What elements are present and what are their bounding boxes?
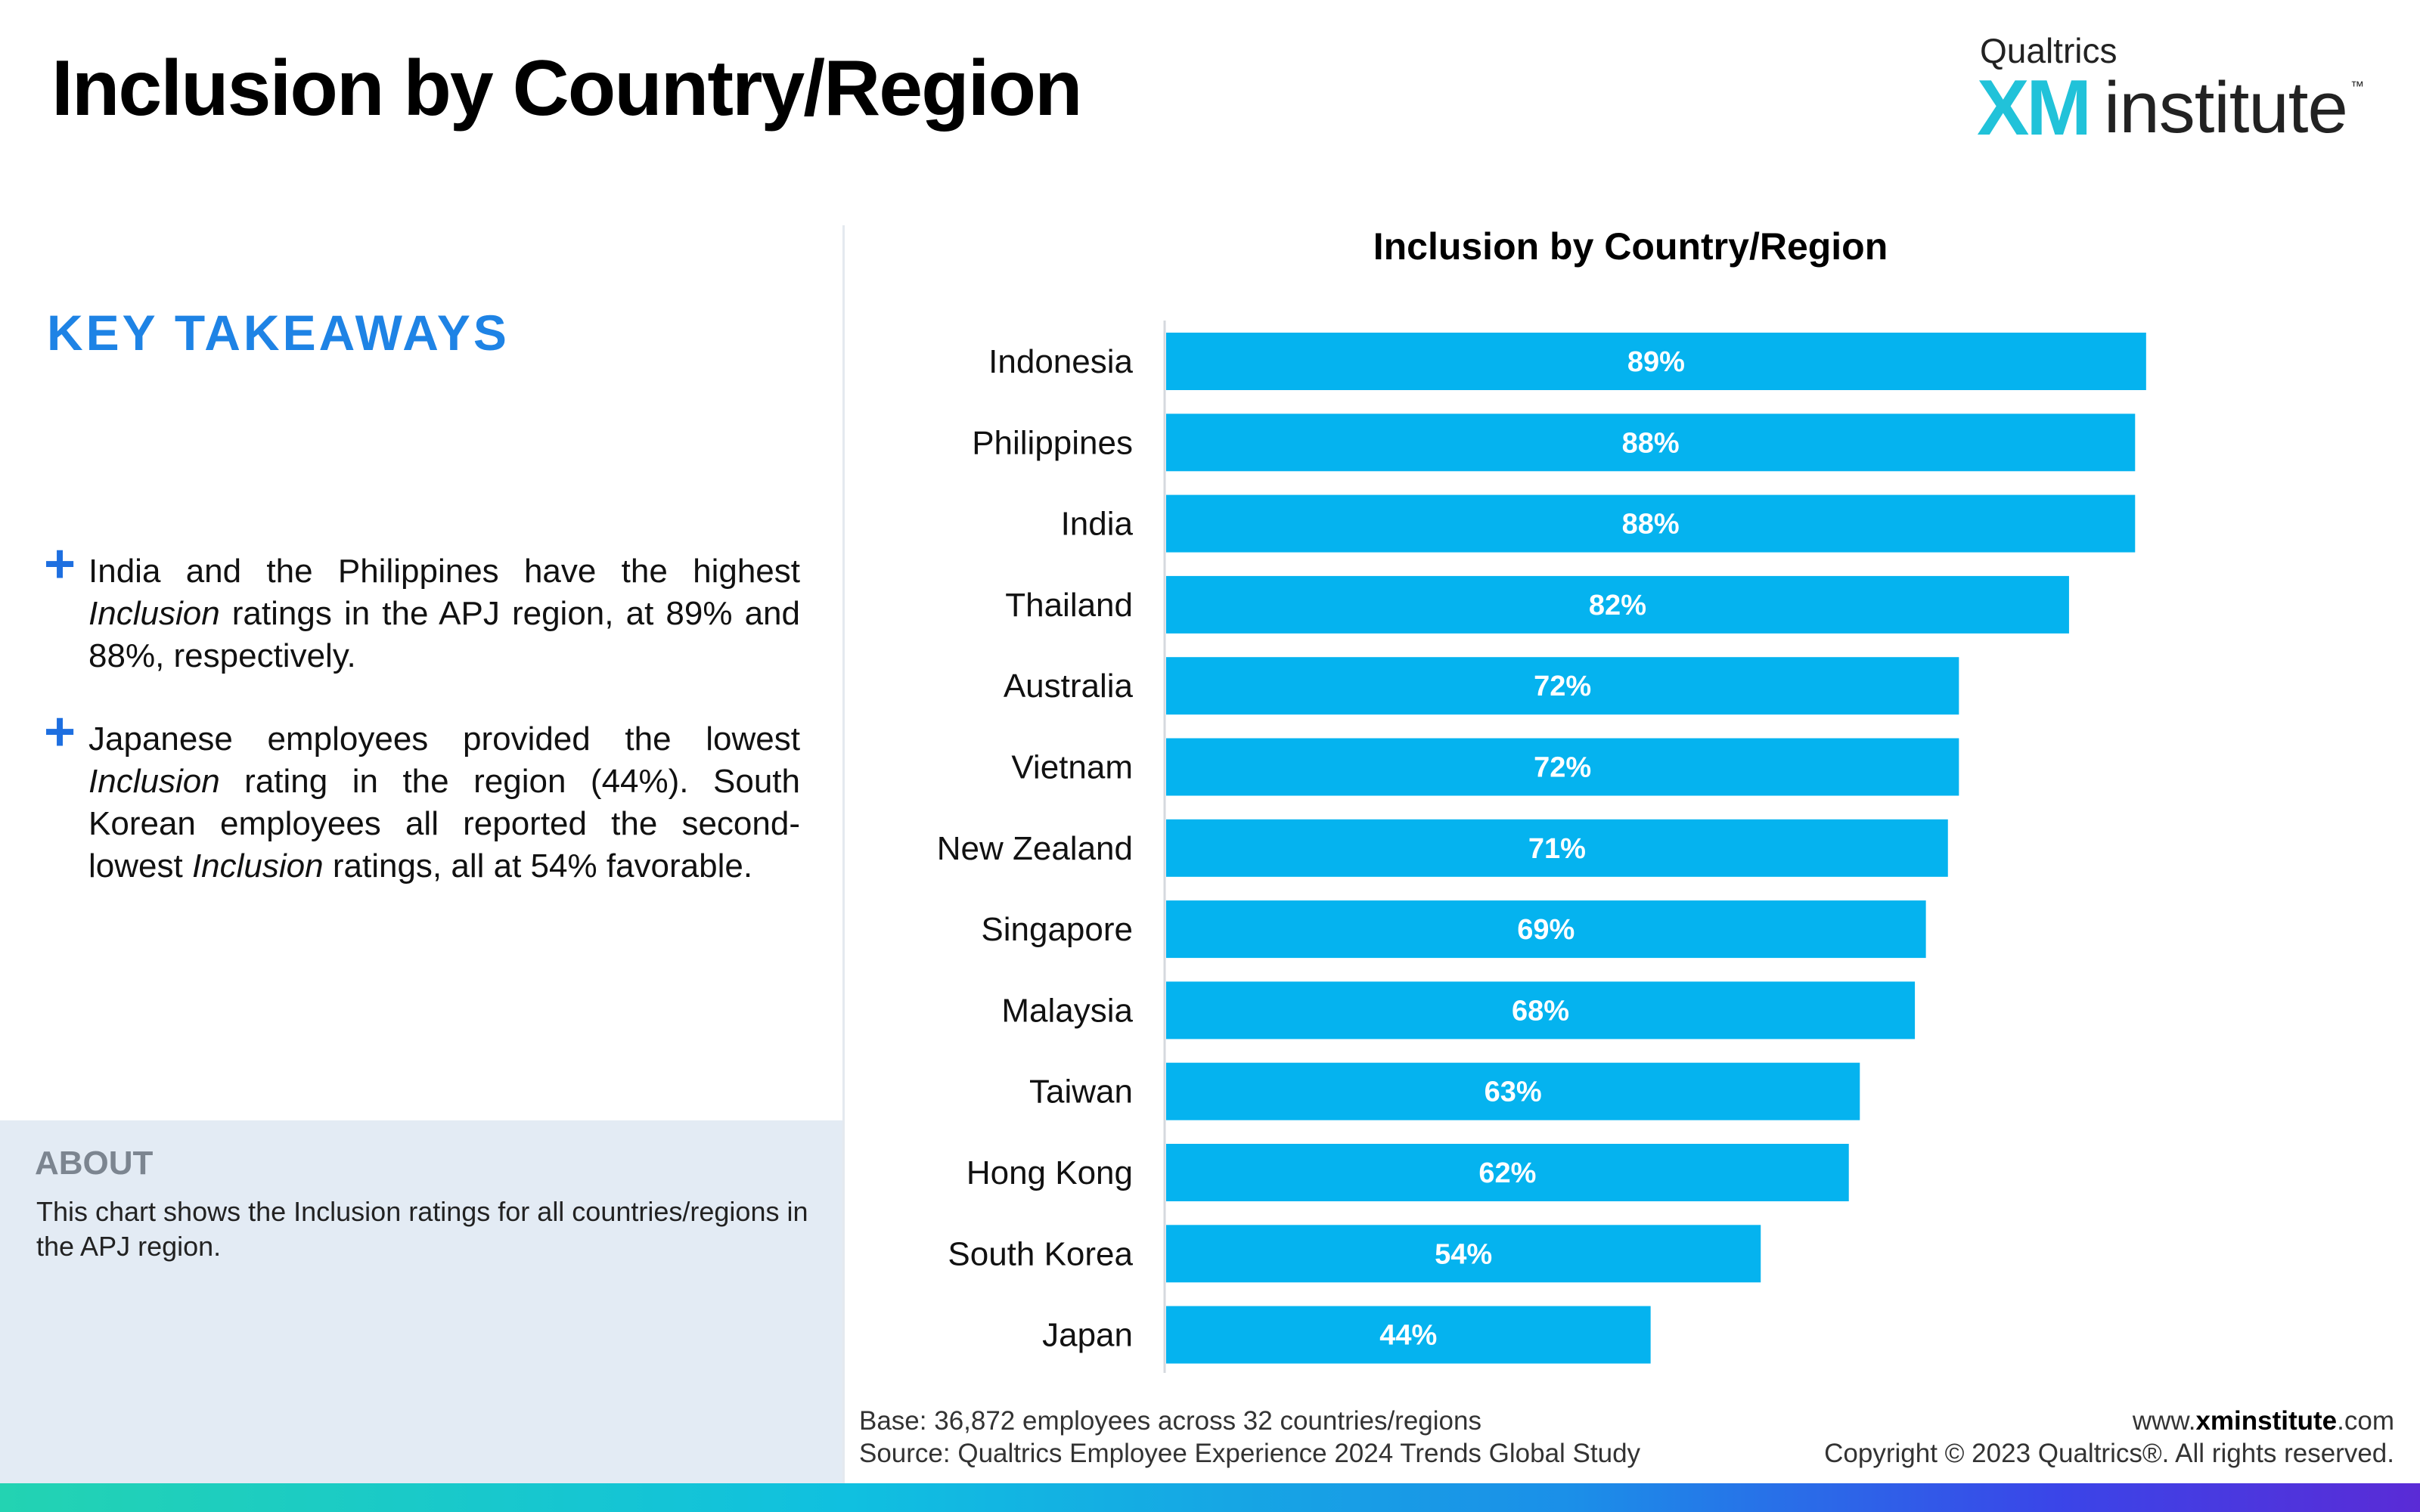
bar-singapore bbox=[1166, 900, 1926, 959]
category-label: Singapore bbox=[981, 911, 1133, 948]
data-label: 88% bbox=[1622, 509, 1680, 541]
panel-divider bbox=[842, 225, 845, 1484]
bar-indonesia bbox=[1166, 333, 2146, 390]
data-label: 89% bbox=[1627, 346, 1685, 378]
data-label: 82% bbox=[1589, 590, 1646, 621]
category-label: Taiwan bbox=[1029, 1074, 1133, 1111]
logo-trademark: ™ bbox=[2350, 79, 2364, 94]
bar-thailand bbox=[1166, 575, 2069, 634]
about-body: This chart shows the Inclusion ratings f… bbox=[36, 1196, 808, 1262]
takeaway-bullet-2: + Japanese employees provided the lowest… bbox=[44, 705, 800, 888]
url-suffix: .com bbox=[2337, 1406, 2394, 1436]
bar-series: Indonesia 89% Philippines 88% India 88% Thaila… bbox=[937, 333, 2146, 1364]
takeaway-1-part-1: India and the Philippines have the highe… bbox=[88, 553, 800, 590]
bar-taiwan bbox=[1166, 1062, 1860, 1120]
key-takeaways-heading: KEY TAKEAWAYS bbox=[47, 305, 510, 361]
takeaway-2-part-3: rating in the region (44%). South Korean… bbox=[88, 763, 800, 885]
category-label: Australia bbox=[1004, 668, 1134, 705]
logo-word: institute bbox=[2104, 67, 2348, 148]
plus-icon: + bbox=[44, 702, 76, 762]
takeaway-text-1: India and the Philippines have the highe… bbox=[88, 550, 800, 677]
bar-philippines bbox=[1166, 414, 2136, 472]
category-label: Indonesia bbox=[988, 343, 1133, 380]
about-heading: ABOUT bbox=[35, 1145, 154, 1182]
category-label: India bbox=[1061, 506, 1134, 543]
takeaway-1-part-2: Inclusion bbox=[88, 595, 220, 632]
bar-new-zealand bbox=[1166, 819, 1948, 877]
logo-xm: XM bbox=[1977, 64, 2092, 153]
takeaway-bullet-1: + India and the Philippines have the hig… bbox=[44, 537, 800, 677]
url-prefix: www. bbox=[2132, 1406, 2196, 1436]
category-label: Vietnam bbox=[1011, 749, 1133, 786]
category-label: New Zealand bbox=[937, 830, 1133, 867]
data-label: 72% bbox=[1534, 671, 1591, 702]
bar-vietnam bbox=[1166, 738, 1959, 796]
category-label: South Korea bbox=[948, 1235, 1133, 1272]
bar-japan bbox=[1166, 1306, 1651, 1364]
data-label: 54% bbox=[1435, 1238, 1492, 1270]
takeaway-2-part-1: Japanese employees provided the lowest bbox=[88, 720, 800, 758]
bottom-gradient-bar bbox=[0, 1483, 2420, 1512]
category-label: Hong Kong bbox=[966, 1154, 1133, 1191]
bar-south-korea bbox=[1166, 1225, 1761, 1283]
copyright: Copyright © 2023 Qualtrics®. All rights … bbox=[1824, 1439, 2394, 1468]
about-panel: ABOUT This chart shows the Inclusion rat… bbox=[0, 1120, 842, 1485]
plus-icon: + bbox=[44, 534, 76, 594]
takeaway-2-part-2: Inclusion bbox=[88, 763, 220, 800]
data-label: 71% bbox=[1528, 833, 1586, 865]
base-note: Base: 36,872 employees across 32 countri… bbox=[859, 1406, 1481, 1436]
bar-hong-kong bbox=[1166, 1144, 1849, 1201]
website-link[interactable]: www.xminstitute.com bbox=[2133, 1406, 2394, 1436]
data-label: 69% bbox=[1517, 914, 1575, 946]
bar-india bbox=[1166, 494, 2136, 553]
bar-australia bbox=[1166, 657, 1959, 715]
chart-title: Inclusion by Country/Region bbox=[1373, 225, 1888, 268]
takeaway-2-part-5: ratings, all at 54% favorable. bbox=[323, 847, 753, 885]
data-label: 62% bbox=[1478, 1157, 1536, 1189]
category-label: Malaysia bbox=[1001, 992, 1133, 1029]
bar-malaysia bbox=[1166, 981, 1916, 1040]
data-label: 63% bbox=[1485, 1077, 1542, 1108]
takeaway-2-part-4: Inclusion bbox=[191, 847, 324, 885]
url-bold: xminstitute bbox=[2195, 1406, 2338, 1436]
data-label: 88% bbox=[1622, 427, 1680, 459]
source-note: Source: Qualtrics Employee Experience 20… bbox=[859, 1439, 1641, 1468]
category-label: Philippines bbox=[972, 424, 1133, 461]
data-label: 72% bbox=[1534, 752, 1591, 784]
page-title: Inclusion by Country/Region bbox=[51, 45, 1083, 132]
data-label: 44% bbox=[1379, 1320, 1437, 1352]
takeaway-1-part-3: ratings in the APJ region, at 89% and 88… bbox=[88, 595, 800, 674]
logo-brand: Qualtrics bbox=[1980, 31, 2118, 70]
logo-xm-text: XM bbox=[1977, 64, 2092, 152]
category-label: Thailand bbox=[1005, 587, 1133, 624]
category-label: Japan bbox=[1042, 1317, 1133, 1354]
takeaway-text-2: Japanese employees provided the lowest I… bbox=[88, 718, 800, 888]
data-label: 68% bbox=[1512, 995, 1569, 1027]
xm-institute-logo: Qualtrics XM institute ™ bbox=[1977, 30, 2370, 152]
